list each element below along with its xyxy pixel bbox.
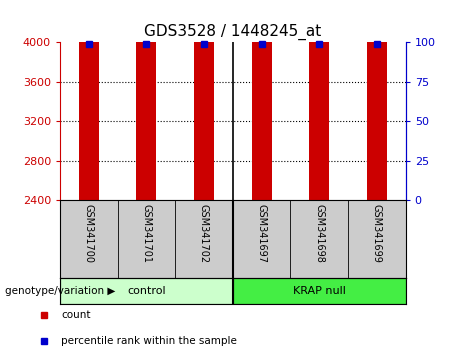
Title: GDS3528 / 1448245_at: GDS3528 / 1448245_at <box>144 23 321 40</box>
Text: GSM341700: GSM341700 <box>84 204 94 263</box>
Text: genotype/variation ▶: genotype/variation ▶ <box>5 286 115 296</box>
Bar <box>79 0 99 200</box>
Bar <box>194 0 214 200</box>
Bar <box>233 278 406 304</box>
Bar <box>367 0 387 200</box>
Text: control: control <box>127 286 165 296</box>
Text: GSM341702: GSM341702 <box>199 204 209 263</box>
Bar <box>136 0 156 200</box>
Text: count: count <box>61 310 90 320</box>
Text: GSM341698: GSM341698 <box>314 204 324 263</box>
Text: GSM341697: GSM341697 <box>257 204 266 263</box>
Bar <box>309 0 329 200</box>
Bar <box>252 0 272 200</box>
Text: GSM341699: GSM341699 <box>372 204 382 263</box>
Text: KRAP null: KRAP null <box>293 286 346 296</box>
Text: GSM341701: GSM341701 <box>142 204 151 263</box>
Text: percentile rank within the sample: percentile rank within the sample <box>61 336 237 346</box>
Bar <box>60 278 233 304</box>
